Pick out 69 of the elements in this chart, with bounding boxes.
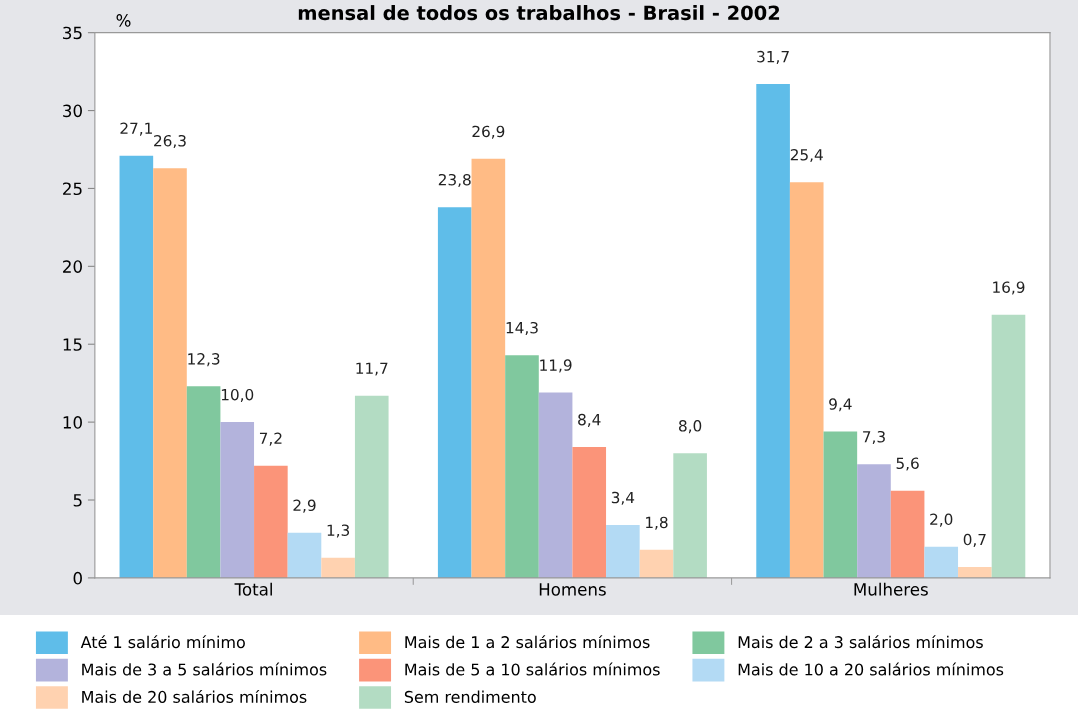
bar: [287, 532, 322, 578]
data-label: 3,4: [611, 491, 635, 505]
bar: [789, 182, 824, 578]
bar: [437, 207, 472, 578]
data-label: 8,0: [679, 420, 702, 434]
bar: [254, 465, 288, 578]
data-label: 2,9: [293, 499, 316, 513]
legend-label: Sem rendimento: [404, 690, 536, 703]
data-label: 8,4: [578, 413, 601, 427]
bar: [220, 422, 255, 578]
data-label: 0,7: [963, 533, 986, 547]
bar: [756, 84, 790, 578]
bar: [639, 549, 674, 578]
bar: [924, 546, 959, 578]
bar: [354, 395, 389, 578]
bar: [890, 490, 925, 578]
data-label: 5,6: [896, 457, 919, 471]
legend-label: Mais de 3 a 5 salários mínimos: [82, 662, 327, 676]
bar: [606, 524, 640, 578]
legend-label: Mais de 2 a 3 salários mínimos: [738, 635, 983, 649]
bar: [119, 155, 154, 578]
y-axis-title: %: [116, 14, 131, 27]
x-tick-label: Mulheres: [854, 582, 928, 596]
legend-label: Mais de 1 a 2 salários mínimos: [405, 635, 650, 649]
bar: [471, 158, 506, 578]
x-tick-label: Homens: [539, 583, 606, 596]
legend-label: Mais de 10 a 20 salários mínimos: [738, 662, 1004, 676]
data-label: 31,7: [757, 50, 789, 64]
bar: [857, 464, 891, 578]
y-tick-label: 0: [73, 571, 82, 585]
data-label: 2,0: [930, 513, 953, 527]
bar: [958, 566, 992, 578]
data-label: 10,0: [221, 388, 254, 403]
chart-title: mensal de todos os trabalhos - Brasil - 2002: [298, 5, 780, 21]
data-label: 27,1: [120, 122, 152, 136]
bar: [505, 355, 539, 578]
bar: [823, 431, 858, 578]
data-label: 12,3: [188, 353, 220, 367]
y-tick-label: 10: [63, 416, 82, 429]
data-label: 23,8: [438, 173, 471, 188]
y-tick-label: 20: [63, 260, 82, 273]
bar: [538, 392, 573, 578]
data-label: 25,4: [790, 149, 823, 163]
data-label: 1,3: [327, 524, 350, 538]
data-label: 14,3: [506, 321, 538, 336]
legend-label: Até 1 salário mínimo: [80, 635, 245, 649]
y-tick-label: 35: [63, 26, 82, 40]
legend-label: Mais de 20 salários mínimos: [82, 689, 307, 703]
data-label: 26,9: [472, 125, 505, 139]
bar: [321, 557, 355, 578]
bar: [673, 453, 707, 578]
data-label: 26,3: [154, 134, 186, 149]
y-tick-label: 30: [63, 104, 82, 118]
data-label: 9,4: [829, 398, 852, 412]
y-tick-label: 25: [63, 182, 82, 196]
data-label: 11,9: [540, 359, 572, 373]
y-tick-label: 15: [63, 338, 82, 351]
data-label: 11,7: [356, 362, 388, 376]
x-tick-label: Total: [234, 582, 272, 596]
legend-label: Mais de 5 a 10 salários mínimos: [405, 662, 660, 676]
data-label: 7,2: [259, 432, 282, 446]
bar: [991, 314, 1026, 578]
bar: [153, 168, 187, 578]
bar: [572, 447, 607, 578]
data-label: 16,9: [993, 281, 1025, 295]
data-label: 7,3: [863, 430, 885, 445]
bar: [186, 386, 221, 578]
y-tick-label: 5: [73, 494, 82, 507]
data-label: 1,8: [646, 516, 668, 530]
